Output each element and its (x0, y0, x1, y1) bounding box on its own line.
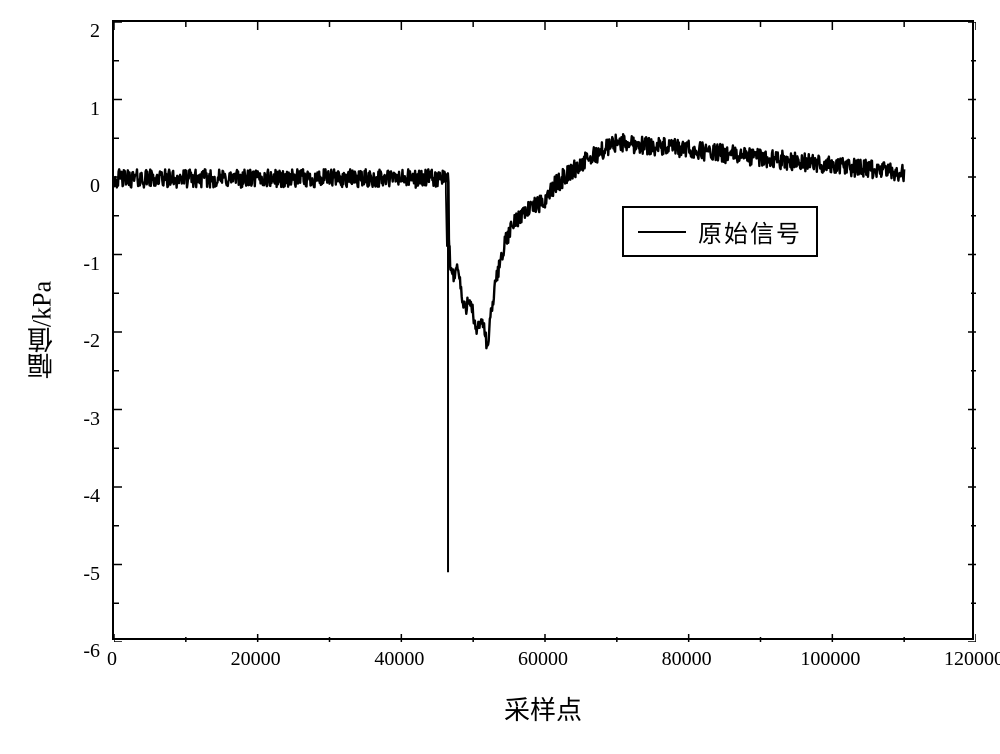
legend-line (638, 231, 686, 233)
x-tick-label: 20000 (231, 648, 281, 671)
plot-area (112, 20, 974, 640)
y-axis-label: 幅值/kPa (24, 281, 61, 379)
x-tick-label: 120000 (944, 648, 1000, 671)
figure: 采样点 幅值/kPa 原始信号 0 20000 40000 60000 80000 100… (0, 0, 1000, 754)
x-tick-label: 40000 (374, 648, 424, 671)
plot-svg (114, 22, 976, 642)
x-tick-label: 60000 (518, 648, 568, 671)
x-tick-label: 80000 (662, 648, 712, 671)
x-axis-label: 采样点 (504, 690, 582, 727)
legend-label: 原始信号 (698, 214, 802, 249)
x-tick-label: 100000 (800, 648, 860, 671)
x-tick-label: 0 (107, 648, 117, 671)
legend: 原始信号 (622, 206, 818, 257)
